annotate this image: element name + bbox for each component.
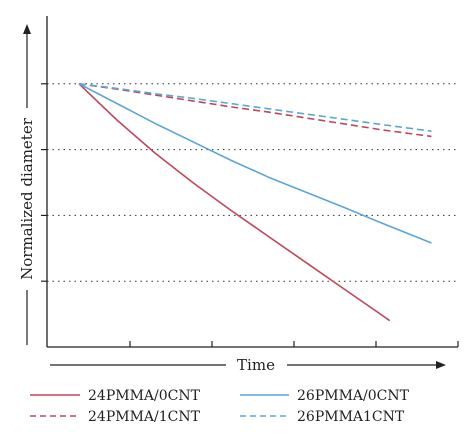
y-axis-label: Normalized diameter xyxy=(18,117,36,280)
legend-item: 26PMMA/0CNT xyxy=(240,388,410,404)
legend-label-24pmma-0cnt: 24PMMA/0CNT xyxy=(88,388,201,404)
series-line-24pmma-0cnt xyxy=(78,83,391,322)
x-arrow-head xyxy=(436,361,446,369)
legend: 24PMMA/0CNT 24PMMA/1CNT 26PMMA/0CNT 26PM… xyxy=(30,388,410,425)
legend-label-26pmma1cnt: 26PMMA1CNT xyxy=(297,409,405,425)
legend-item: 24PMMA/1CNT xyxy=(30,409,201,425)
x-axis-label-group: Time xyxy=(50,356,446,374)
series-line-26pmma-0cnt xyxy=(78,83,432,244)
legend-item: 24PMMA/0CNT xyxy=(30,388,201,404)
series xyxy=(78,83,432,322)
axes xyxy=(46,16,458,348)
ticks xyxy=(41,83,459,347)
series-line-26pmma1cnt xyxy=(78,83,432,132)
y-arrow-head xyxy=(23,24,31,34)
series-line-24pmma-1cnt xyxy=(78,83,432,138)
legend-label-26pmma-0cnt: 26PMMA/0CNT xyxy=(297,388,410,404)
x-axis-label: Time xyxy=(237,356,275,374)
legend-item: 26PMMA1CNT xyxy=(240,409,405,425)
legend-label-24pmma-1cnt: 24PMMA/1CNT xyxy=(88,409,201,425)
y-axis-label-group: Normalized diameter xyxy=(18,24,36,345)
grid xyxy=(47,83,458,282)
